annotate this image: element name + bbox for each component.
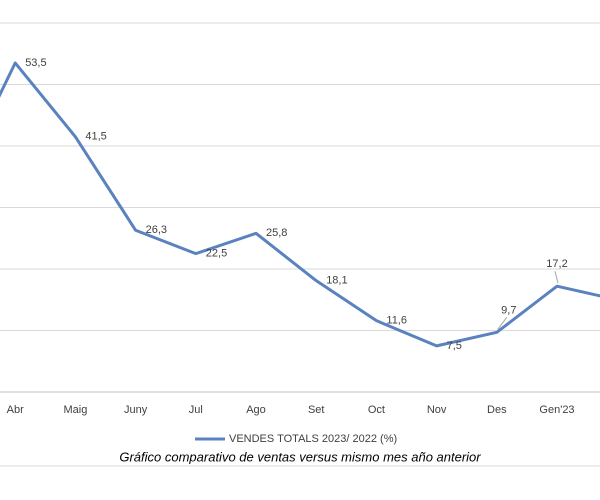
caption: Gráfico comparativo de ventas versus mis… [119,449,481,464]
data-label: 22,5 [206,248,227,260]
data-label: 25,8 [266,227,287,239]
data-label: 9,7 [501,304,516,316]
x-tick-label: Ago [246,404,266,416]
data-label: 7,5 [447,340,462,352]
legend-label: VENDES TOTALS 2023/ 2022 (%) [229,433,397,445]
x-tick-label: Maig [63,404,87,416]
data-label: 26,3 [146,224,167,236]
x-tick-label: Nov [427,404,447,416]
x-tick-label: Des [487,404,507,416]
x-tick-label: Gen'23 [539,404,574,416]
x-tick-label: Oct [368,404,385,416]
data-label: 41,5 [85,131,106,143]
data-label: 17,2 [546,258,567,270]
leader-line [497,317,508,330]
leader-line [554,271,559,284]
x-tick-label: Abr [7,404,24,416]
data-label: 53,5 [25,57,46,69]
data-label: 11,6 [386,315,407,327]
x-tick-label: Jul [189,404,203,416]
data-label: 18,1 [326,275,347,287]
x-tick-label: Set [308,404,325,416]
data-line [0,61,600,348]
x-tick-label: Juny [124,404,148,416]
